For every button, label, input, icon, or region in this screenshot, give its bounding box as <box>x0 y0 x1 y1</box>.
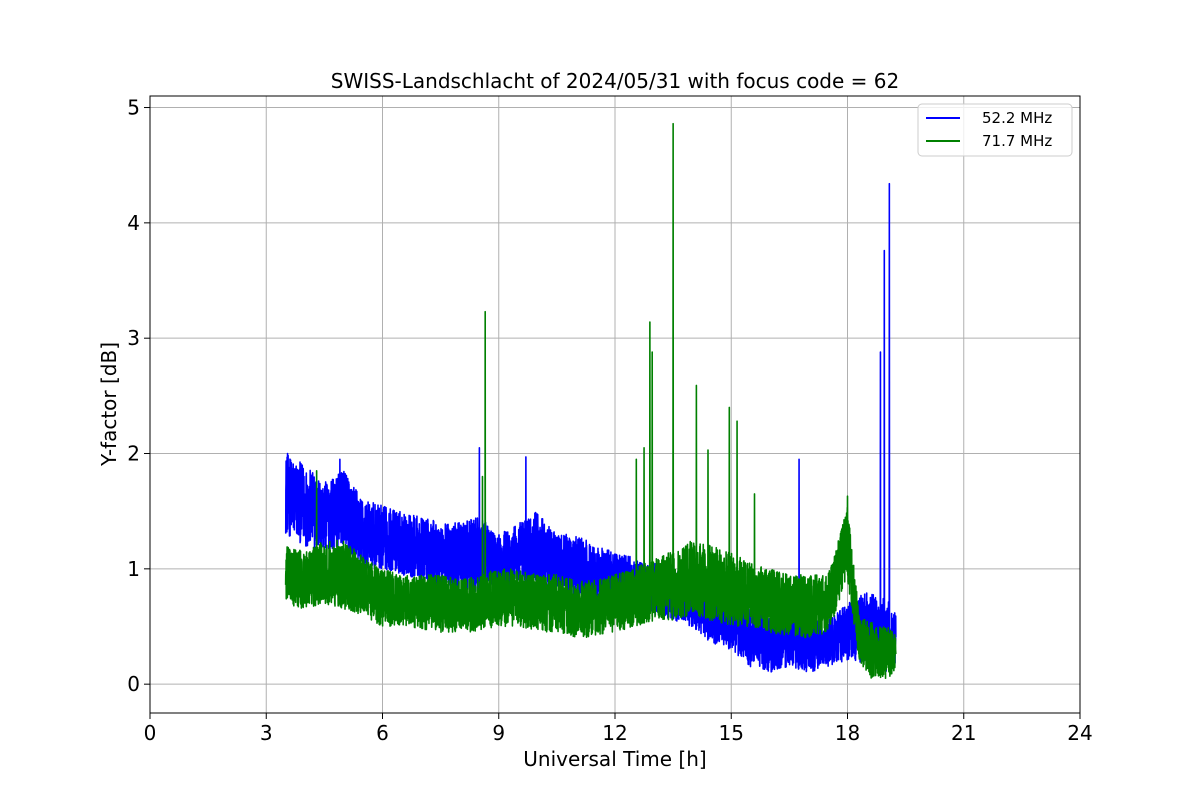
series-line-71-7-mhz <box>284 122 897 680</box>
y-axis-label: Y-factor [dB] <box>97 342 121 467</box>
legend-label-52-2: 52.2 MHz <box>982 109 1052 127</box>
x-tick-label: 9 <box>492 721 505 745</box>
legend-label-71-7: 71.7 MHz <box>982 132 1052 150</box>
x-tick-label: 18 <box>835 721 860 745</box>
x-tick-label: 3 <box>260 721 273 745</box>
y-tick-label: 3 <box>127 326 140 350</box>
x-tick-label: 6 <box>376 721 389 745</box>
x-tick-label: 24 <box>1067 721 1092 745</box>
legend: 52.2 MHz 71.7 MHz <box>917 103 1073 157</box>
x-tick-label: 0 <box>144 721 157 745</box>
x-axis-label: Universal Time [h] <box>523 747 706 771</box>
x-tick-label: 21 <box>951 721 976 745</box>
x-tick-label: 12 <box>602 721 627 745</box>
chart-title: SWISS-Landschlacht of 2024/05/31 with fo… <box>331 69 899 93</box>
y-tick-label: 5 <box>127 96 140 120</box>
y-tick-label: 1 <box>127 557 140 581</box>
y-tick-label: 4 <box>127 211 140 235</box>
x-tick-label: 15 <box>719 721 744 745</box>
y-tick-label: 2 <box>127 442 140 466</box>
y-tick-label: 0 <box>127 672 140 696</box>
series-group <box>284 122 897 680</box>
